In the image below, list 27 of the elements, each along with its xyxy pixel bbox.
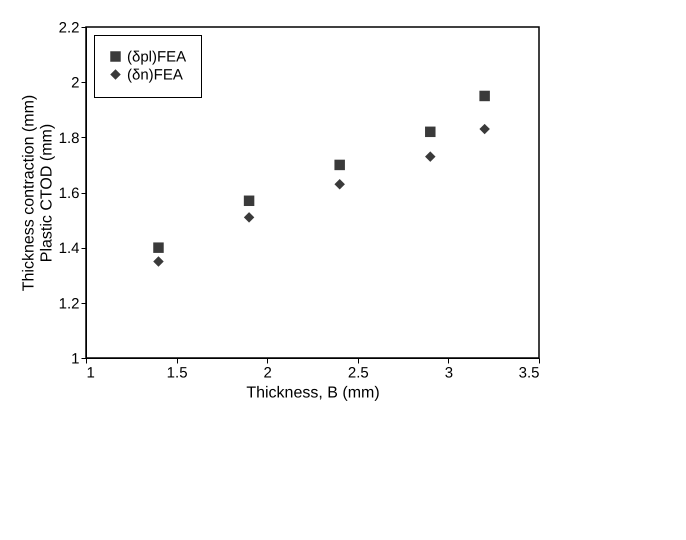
- x-tick-label: 1: [86, 364, 95, 382]
- legend-label: (δpl)FEA: [127, 48, 186, 66]
- y-tick-label: 1.8: [58, 130, 80, 147]
- y-tick-label: 2: [71, 74, 80, 92]
- point: [479, 124, 490, 134]
- point: [153, 256, 164, 267]
- legend-label: (δn)FEA: [127, 66, 183, 84]
- x-tick-label: 3: [444, 364, 454, 382]
- y-axis-title: Thickness contraction (mm) Plastic CTOD (mm): [20, 94, 56, 292]
- point: [479, 90, 490, 102]
- x-tick-label: 3.5: [518, 364, 540, 382]
- point: [425, 151, 436, 162]
- point: [425, 126, 436, 138]
- point: [334, 178, 345, 190]
- y-tick-label: 1.2: [58, 295, 80, 312]
- y-tick-label: 1.4: [58, 240, 80, 258]
- x-tick-label: 1.5: [166, 364, 188, 382]
- point: [244, 212, 254, 223]
- y-tick-label: 1.6: [58, 185, 80, 202]
- y-tick-label: 1: [71, 350, 80, 368]
- x-axis-title: Thickness, B (mm): [246, 384, 380, 402]
- point: [334, 160, 345, 170]
- x-tick-label: 2: [264, 364, 272, 382]
- y-tick-label: 2.2: [58, 20, 80, 36]
- point: [244, 196, 254, 206]
- x-tick-label: 2.5: [348, 364, 369, 382]
- point: [153, 242, 164, 253]
